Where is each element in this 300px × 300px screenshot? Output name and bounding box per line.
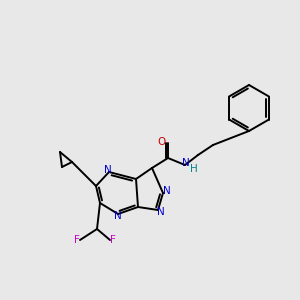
Text: F: F: [74, 235, 80, 245]
Text: F: F: [110, 235, 116, 245]
Text: N: N: [163, 186, 171, 196]
Text: N: N: [104, 165, 112, 175]
Text: H: H: [190, 164, 198, 174]
Text: N: N: [114, 211, 122, 221]
Text: O: O: [158, 137, 166, 147]
Text: N: N: [182, 158, 190, 168]
Text: N: N: [157, 207, 165, 217]
